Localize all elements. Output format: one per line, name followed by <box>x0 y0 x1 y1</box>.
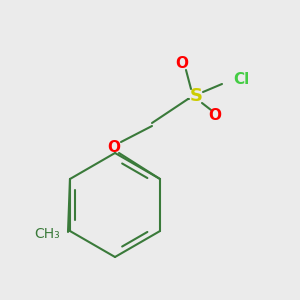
Text: S: S <box>190 87 202 105</box>
Text: O: O <box>176 56 188 71</box>
Text: CH₃: CH₃ <box>34 227 60 241</box>
Text: Cl: Cl <box>233 73 249 88</box>
Text: O: O <box>107 140 121 155</box>
Text: O: O <box>208 107 221 122</box>
